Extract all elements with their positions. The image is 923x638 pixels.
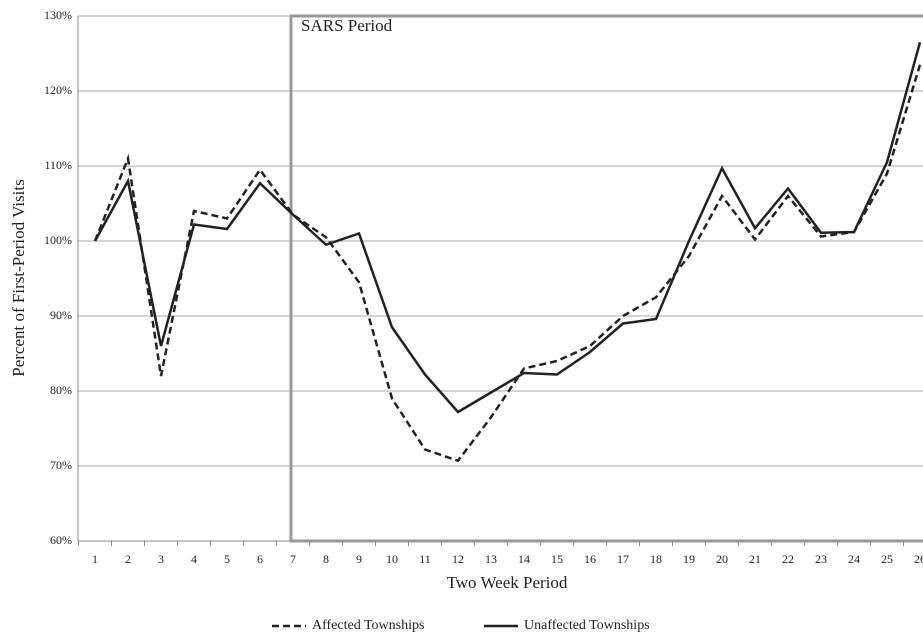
- x-tick-label: 4: [191, 552, 197, 566]
- x-tick-label: 13: [485, 552, 497, 566]
- x-tick-label: 10: [386, 552, 398, 566]
- x-tick-label: 12: [452, 552, 464, 566]
- legend-label: Unaffected Townships: [524, 618, 650, 633]
- x-tick-label: 18: [650, 552, 662, 566]
- x-tick-label: 1: [92, 552, 98, 566]
- x-tick-label: 19: [683, 552, 695, 566]
- y-tick-label: 130%: [44, 8, 72, 22]
- x-tick-label: 14: [518, 552, 530, 566]
- series-line: [93, 64, 922, 463]
- annotation-box: [289, 14, 923, 543]
- x-tick-label: 11: [419, 552, 431, 566]
- x-tick-label: 24: [848, 552, 860, 566]
- series-line: [93, 41, 922, 414]
- x-tick-label: 17: [617, 552, 629, 566]
- x-tick-label: 5: [224, 552, 230, 566]
- y-axis-title: Percent of First-Period Visits: [9, 179, 28, 376]
- x-tick-label: 2: [125, 552, 131, 566]
- x-tick-label: 21: [749, 552, 761, 566]
- y-tick-label: 120%: [44, 83, 72, 97]
- x-tick-label: 25: [881, 552, 893, 566]
- y-tick-label: 90%: [50, 308, 72, 322]
- x-tick-label: 9: [356, 552, 362, 566]
- y-tick-label: 80%: [50, 383, 72, 397]
- legend-label: Affected Townships: [312, 618, 424, 633]
- x-tick-label: 7: [290, 552, 296, 566]
- x-tick-label: 6: [257, 552, 263, 566]
- x-tick-label: 8: [323, 552, 329, 566]
- x-tick-label: 15: [551, 552, 563, 566]
- x-tick-label: 16: [584, 552, 596, 566]
- x-tick-label: 22: [782, 552, 794, 566]
- x-axis-title: Two Week Period: [447, 573, 568, 592]
- y-tick-label: 100%: [44, 233, 72, 247]
- y-tick-label: 60%: [50, 533, 72, 547]
- x-tick-label: 26: [914, 552, 923, 566]
- x-tick-label: 20: [716, 552, 728, 566]
- x-tick-label: 23: [815, 552, 827, 566]
- annotation: SARS Period: [301, 16, 393, 35]
- y-tick-label: 70%: [50, 458, 72, 472]
- x-tick-label: 3: [158, 552, 164, 566]
- y-tick-label: 110%: [44, 158, 72, 172]
